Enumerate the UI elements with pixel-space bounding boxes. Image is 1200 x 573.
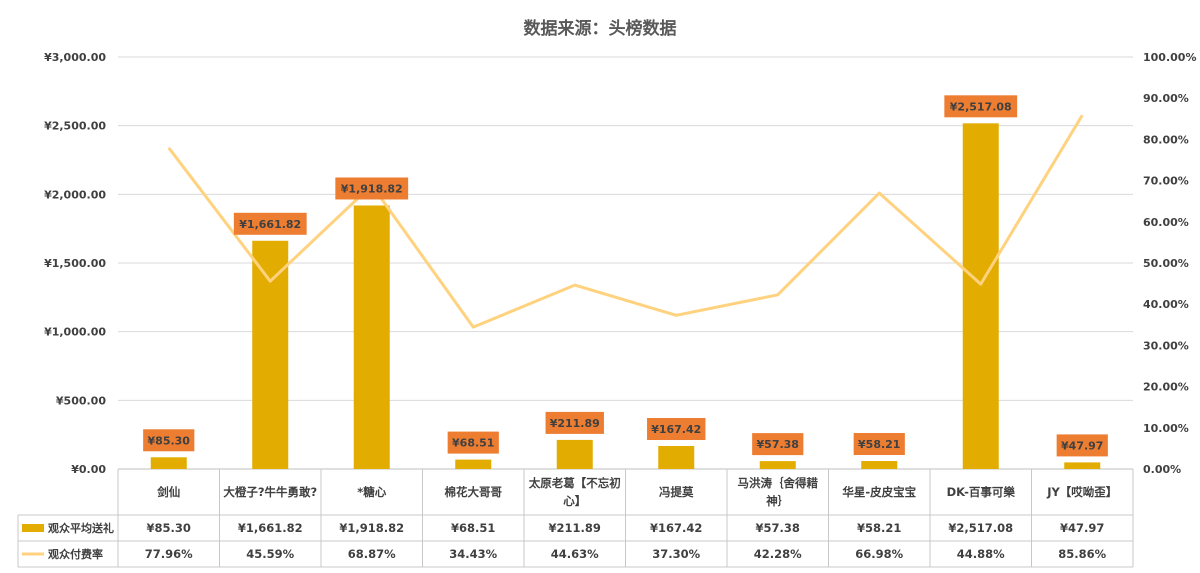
y2-tick-label: 50.00%	[1143, 257, 1189, 270]
chart-title: 数据来源：头榜数据	[523, 19, 677, 39]
table-value: ¥68.51	[451, 521, 495, 535]
x-category-label: 马洪涛｛舍得耤	[738, 476, 819, 490]
data-label-box	[233, 212, 307, 235]
y-tick-label: ¥2,500.00	[44, 120, 106, 133]
table-value: 45.59%	[246, 547, 294, 561]
legend-label: 观众平均送礼	[48, 521, 114, 535]
legend-label: 观众付费率	[48, 547, 103, 561]
data-label-box	[1056, 434, 1108, 457]
x-category-label: 剑仙	[156, 485, 180, 499]
bar	[962, 123, 999, 469]
table-value: 37.30%	[652, 547, 700, 561]
x-category-label: *糖心	[357, 485, 387, 499]
x-category-label: 棉花大哥哥	[445, 485, 503, 499]
table-value: 34.43%	[449, 547, 497, 561]
y2-tick-label: 80.00%	[1143, 133, 1189, 146]
bar	[861, 461, 898, 469]
y2-tick-label: 70.00%	[1143, 175, 1189, 188]
data-label: ¥1,918.82	[341, 182, 403, 195]
table-value: ¥85.30	[147, 521, 191, 535]
bar	[252, 240, 289, 469]
bar	[658, 446, 695, 469]
x-category-label: 冯提莫	[659, 485, 694, 499]
data-label: ¥1,661.82	[239, 218, 301, 231]
table-value: ¥57.38	[756, 521, 800, 535]
data-label: ¥58.21	[858, 438, 900, 451]
table-value: 44.88%	[957, 547, 1005, 561]
y-tick-label: ¥1,000.00	[44, 326, 106, 339]
table-value: ¥1,918.82	[339, 521, 404, 535]
y2-tick-label: 0.00%	[1143, 463, 1181, 476]
data-label-box	[143, 429, 195, 452]
x-category-label: 大橙子?牛牛勇敢?	[223, 485, 317, 499]
x-category-label: 太原老葛【不忘初	[528, 476, 621, 490]
table-value: ¥2,517.08	[948, 521, 1013, 535]
data-label: ¥211.89	[550, 417, 600, 430]
line-series	[167, 114, 1084, 329]
data-label-box	[647, 418, 706, 441]
bar	[556, 439, 593, 469]
x-category-label: 华星-皮皮宝宝	[842, 485, 916, 499]
data-label: ¥167.42	[651, 423, 701, 436]
data-label: ¥57.38	[757, 438, 799, 451]
y-tick-label: ¥500.00	[56, 394, 106, 407]
data-label: ¥47.97	[1061, 439, 1103, 452]
data-label-box	[545, 411, 604, 434]
table-value: 85.86%	[1058, 547, 1106, 561]
table-value: 66.98%	[855, 547, 903, 561]
table-value: ¥1,661.82	[238, 521, 303, 535]
y2-tick-label: 30.00%	[1143, 339, 1189, 352]
y-tick-label: ¥0.00	[71, 463, 106, 476]
data-label-box	[752, 433, 804, 456]
bar	[353, 205, 390, 469]
bar	[150, 457, 187, 469]
y-tick-label: ¥1,500.00	[44, 257, 106, 270]
y2-tick-label: 60.00%	[1143, 216, 1189, 229]
data-label-box	[853, 433, 905, 456]
x-category-label: DK-百事可樂	[947, 485, 1016, 499]
data-label: ¥68.51	[452, 437, 494, 450]
table-value: ¥58.21	[857, 521, 901, 535]
y2-tick-label: 20.00%	[1143, 381, 1189, 394]
y2-tick-label: 90.00%	[1143, 92, 1189, 105]
table-value: 68.87%	[348, 547, 396, 561]
data-label: ¥85.30	[148, 434, 191, 447]
table-value: 42.28%	[754, 547, 802, 561]
y-tick-label: ¥2,000.00	[44, 188, 106, 201]
y2-tick-label: 100.00%	[1143, 51, 1196, 64]
table-value: ¥47.97	[1060, 521, 1104, 535]
x-category-label: 心】	[563, 494, 586, 508]
data-label-box	[335, 177, 409, 200]
bar	[1064, 462, 1101, 469]
table-value: ¥167.42	[650, 521, 702, 535]
data-label-box	[944, 95, 1018, 118]
table-value: 77.96%	[145, 547, 193, 561]
y2-tick-label: 40.00%	[1143, 298, 1189, 311]
y2-tick-label: 10.00%	[1143, 422, 1189, 435]
x-category-label: JY【哎呦歪】	[1046, 485, 1117, 499]
data-label-box	[447, 431, 499, 454]
y-tick-label: ¥3,000.00	[44, 51, 106, 64]
bar	[759, 461, 796, 469]
x-category-label: 神｝	[766, 494, 789, 508]
table-value: 44.63%	[551, 547, 599, 561]
bar	[455, 459, 492, 469]
data-label: ¥2,517.08	[950, 100, 1012, 113]
legend-key-bar	[22, 524, 44, 532]
table-value: ¥211.89	[549, 521, 601, 535]
